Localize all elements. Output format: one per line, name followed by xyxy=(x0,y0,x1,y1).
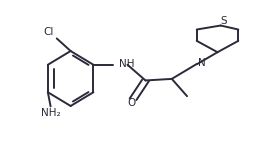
Text: O: O xyxy=(127,98,136,108)
Text: Cl: Cl xyxy=(43,27,54,37)
Text: N: N xyxy=(198,58,206,68)
Text: NH: NH xyxy=(119,59,135,69)
Text: NH₂: NH₂ xyxy=(41,108,60,118)
Text: S: S xyxy=(220,16,227,26)
